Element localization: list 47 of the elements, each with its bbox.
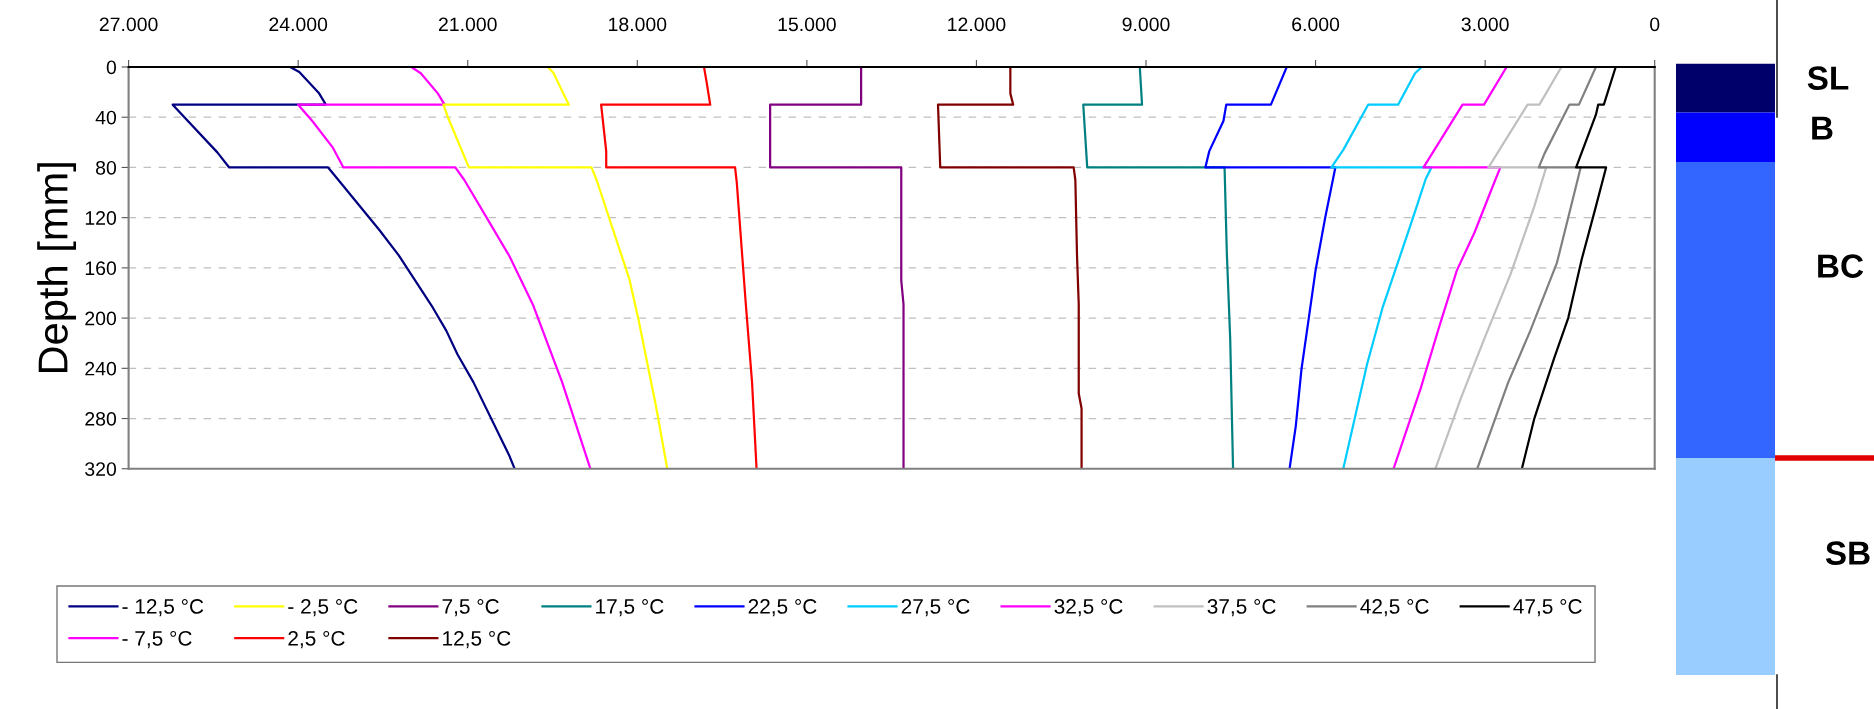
y-tick-label: 160 (85, 261, 117, 276)
y-tick-label: 120 (85, 211, 117, 225)
legend-label: 17,5 °C (596, 599, 664, 617)
legend-label: - 12,5 °C (122, 599, 204, 617)
text: B (1812, 116, 1833, 140)
x-tick-label: 27.000 (99, 17, 158, 32)
legend-label: 27,5 °C (901, 599, 970, 617)
line-series (1392, 67, 1508, 469)
legend-label: - 7,5 °C (122, 630, 192, 649)
line-series (1082, 67, 1235, 469)
legend-label: 22,5 °C (748, 599, 817, 617)
y-tick-label: 280 (85, 412, 117, 426)
line-series (171, 67, 516, 469)
y-tick-label: 80 (96, 160, 117, 175)
line-series (936, 67, 1083, 469)
line-series (769, 67, 905, 469)
line-series (600, 67, 758, 469)
text: SL (1807, 66, 1849, 90)
legend-label: 47,5 °C (1513, 599, 1582, 617)
x-tick-label: 18.000 (609, 17, 667, 32)
x-tick-label: 24.000 (269, 17, 328, 32)
line-series (1330, 67, 1433, 469)
line-series (442, 67, 669, 469)
x-tick-label: 15.000 (778, 17, 836, 32)
legend-label: 32,5 °C (1054, 599, 1123, 617)
y-tick-label: 0 (106, 60, 117, 75)
y-tick-label: 200 (85, 311, 117, 326)
y-tick-label: 320 (85, 462, 117, 476)
y-axis-title: Depth [mm] (37, 163, 77, 373)
y-tick-label: 40 (95, 110, 117, 125)
y-tick-label: 240 (85, 361, 117, 376)
text: SB (1825, 541, 1870, 565)
legend-label: 2,5 °C (288, 630, 345, 649)
legend-label: 7,5 °C (442, 599, 499, 617)
x-tick-label: 6.000 (1292, 17, 1340, 32)
legend-label: 42,5 °C (1360, 599, 1429, 617)
x-tick-label: 0 (1650, 17, 1660, 32)
x-tick-label: 12.000 (948, 17, 1006, 32)
legend-label: 12,5 °C (443, 630, 511, 649)
text: BC (1818, 254, 1864, 278)
legend-label: 37,5 °C (1207, 599, 1276, 617)
line-series (1204, 67, 1337, 469)
line-series (297, 67, 592, 469)
x-tick-label: 21.000 (438, 17, 497, 32)
legend-label: - 2,5 °C (288, 599, 358, 617)
x-tick-label: 9.000 (1122, 17, 1170, 32)
x-tick-label: 3.000 (1461, 17, 1509, 32)
